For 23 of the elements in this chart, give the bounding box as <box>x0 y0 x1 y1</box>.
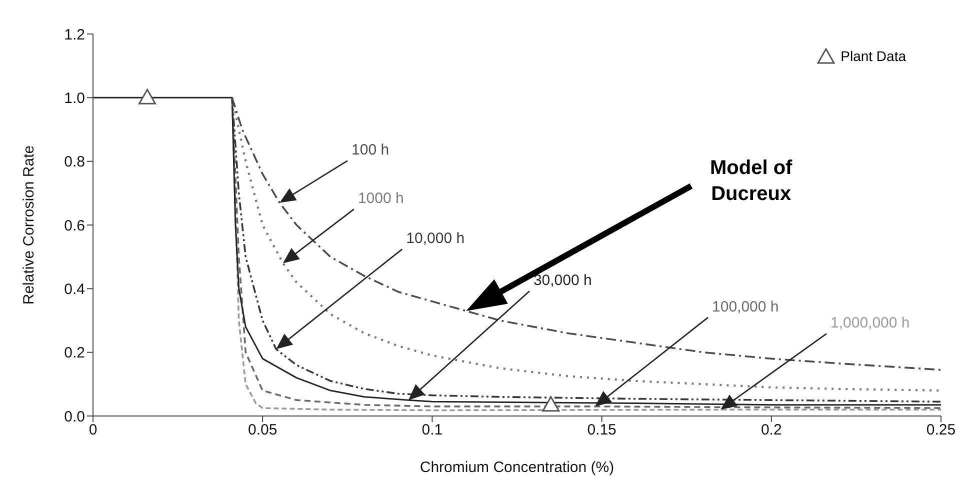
x-tick-label: 0.1 <box>422 422 443 439</box>
x-tick-label: 0.2 <box>760 422 782 439</box>
text: 10,000 h <box>406 230 465 248</box>
x-tick-label: 0.05 <box>248 422 278 439</box>
x-tick-label: 0 <box>88 422 98 439</box>
y-tick-label: 0.2 <box>64 344 85 362</box>
y-axis-title: Relative Corrosion Rate <box>20 145 38 305</box>
text: 100 h <box>352 142 390 159</box>
y-tick-label: 1.0 <box>64 90 85 107</box>
y-tick-label: 1.2 <box>64 26 85 44</box>
text: 30,000 h <box>533 272 592 290</box>
legend-label: Plant Data <box>840 48 906 64</box>
text: 1000 h <box>358 190 404 208</box>
y-tick-label: 0.6 <box>64 217 85 234</box>
x-tick-label: 0.25 <box>926 422 956 439</box>
y-tick-label: 0.8 <box>64 154 85 171</box>
annotation: Model of Ducreux <box>710 156 793 205</box>
y-tick-label: 0.0 <box>64 408 85 426</box>
x-axis-title: Chromium Concentration (%) <box>420 459 614 476</box>
text: 100,000 h <box>712 298 779 316</box>
x-tick-label: 0.15 <box>587 422 616 439</box>
y-tick-label: 0.4 <box>64 280 85 298</box>
text: 1,000,000 h <box>830 314 910 332</box>
